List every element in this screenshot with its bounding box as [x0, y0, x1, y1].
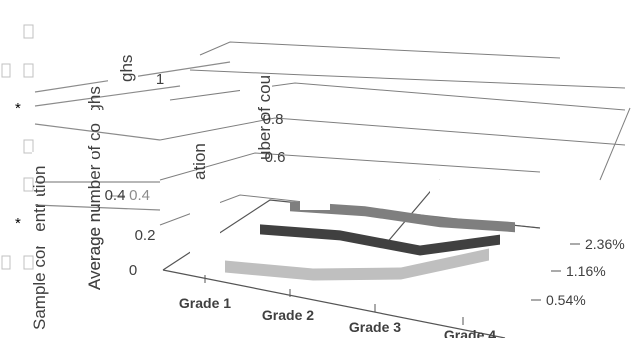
x-tick-label: Grade 1: [179, 295, 231, 311]
axis-fragment: ghs: [117, 55, 136, 82]
edge-box: [23, 139, 34, 154]
marker-asterisk: *: [15, 215, 21, 232]
y-tick-label: 0.6: [265, 149, 286, 166]
gridline-left: [34, 85, 181, 107]
edge-box: [23, 63, 34, 78]
gridline-back: [159, 194, 541, 229]
x-tick-label: Grade 2: [262, 307, 314, 323]
x-tick-label: Grade 4: [444, 327, 496, 338]
edge-box: [23, 24, 34, 39]
series-label: 2.36%: [585, 236, 625, 252]
x-tick-label: Grade 3: [349, 319, 401, 335]
floor-front: [162, 269, 506, 339]
axis-fragment: uber of cou: [255, 75, 274, 160]
y-tick-label: 0.4: [105, 187, 126, 204]
edge-box: [1, 255, 11, 270]
axis-fragment: Average nu: [85, 203, 104, 290]
y-tick-label: 0.2: [135, 227, 156, 244]
y-tick-label: 1: [156, 71, 164, 88]
gridline-left: [34, 204, 161, 211]
gridline-back: [159, 117, 626, 146]
y-axis-label: Sample concentration: [30, 166, 49, 330]
axis-fragment: — 0.4: [110, 187, 150, 204]
back-wall-gridlines: [159, 41, 631, 229]
edge-box: [1, 63, 11, 78]
back-wall-edge: [599, 107, 631, 181]
y-tick-label: 0.8: [263, 111, 284, 128]
gridline-back: [199, 41, 561, 59]
edge-box: [23, 255, 34, 270]
series-ribbon: [260, 224, 500, 256]
series-ribbon: [225, 248, 489, 281]
y-tick-label: 0: [129, 262, 137, 279]
gridline-back: [169, 82, 626, 111]
occluders: [32, 50, 550, 280]
edge-box: [23, 177, 34, 192]
marker-asterisk: *: [15, 100, 21, 117]
series-label: 1.16%: [566, 263, 606, 279]
gridline-back: [159, 152, 541, 181]
gridline-left: [34, 123, 161, 141]
y-axis-label: Average number of coughs: [85, 86, 104, 290]
left-edge-boxes: [1, 24, 34, 270]
gridline-back: [189, 69, 626, 89]
axis-fragment: ation: [190, 143, 209, 180]
series-ribbon: [290, 201, 515, 233]
series-label: 0.54%: [546, 292, 586, 308]
